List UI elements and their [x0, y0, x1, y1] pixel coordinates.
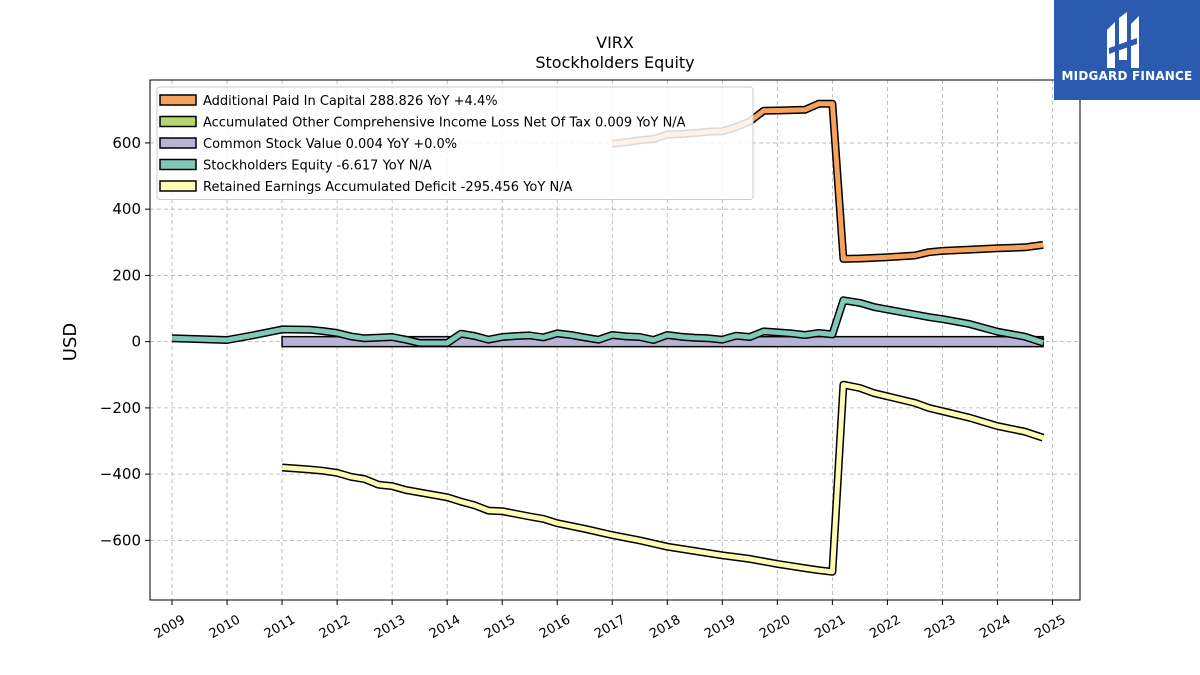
y-tick-label: −400 [100, 465, 141, 483]
x-tick-label: 2018 [647, 612, 683, 642]
brand-mark-icon [1107, 12, 1139, 68]
legend-entry: Common Stock Value 0.004 YoY +0.0% [203, 137, 457, 152]
legend-entry: Stockholders Equity -6.617 YoY N/A [203, 159, 432, 174]
x-tick-label: 2024 [977, 612, 1013, 642]
legend-swatch [159, 115, 197, 128]
x-tick-label: 2015 [482, 612, 518, 642]
legend-entry: Retained Earnings Accumulated Deficit -2… [203, 180, 573, 195]
series-4 [281, 380, 1045, 576]
brand-name: MIDGARD FINANCE [1061, 69, 1193, 83]
x-tick-label: 2022 [867, 612, 903, 642]
y-axis-label: USD [60, 323, 81, 361]
legend-swatch [159, 137, 197, 149]
x-tick-label: 2013 [372, 612, 408, 642]
legend-swatch [159, 180, 197, 192]
x-axis: 2009 2010 2011 2012 2013 2014 2015 2016 2017 2018… [152, 600, 1068, 642]
legend-box [156, 86, 754, 200]
y-tick-label: 400 [112, 200, 141, 218]
x-tick-label: 2011 [262, 612, 298, 642]
x-tick-label: 2019 [702, 612, 738, 642]
series-3-line [171, 297, 1044, 346]
legend-entry: Additional Paid In Capital 288.826 YoY +… [203, 94, 498, 109]
y-tick-label: −600 [100, 531, 141, 549]
y-tick-label: 200 [112, 266, 141, 284]
y-tick-label: −200 [100, 399, 141, 417]
x-tick-label: 2010 [207, 612, 243, 642]
series-4-line [281, 382, 1044, 575]
x-tick-label: 2016 [537, 612, 573, 642]
chart-subtitle: Stockholders Equity [535, 53, 694, 72]
x-tick-label: 2012 [317, 612, 353, 642]
legend-swatch [159, 94, 197, 106]
x-tick-label: 2020 [757, 612, 793, 642]
x-tick-label: 2014 [427, 612, 463, 642]
plot-frame [149, 79, 1081, 601]
x-tick-label: 2023 [922, 612, 958, 642]
chart-title: VIRX [596, 33, 634, 52]
series-3 [171, 296, 1045, 347]
x-tick-label: 2017 [592, 612, 628, 642]
x-tick-label: 2021 [812, 612, 848, 642]
legend: Additional Paid In Capital 288.826 YoY +… [156, 86, 754, 200]
x-tick-label: 2025 [1032, 612, 1068, 642]
series-layer [171, 99, 1045, 576]
legend-entry: Accumulated Other Comprehensive Income L… [203, 116, 686, 131]
y-axis: −600 −400 −200 0 200 400 600 [100, 134, 150, 549]
legend-swatch [159, 158, 197, 171]
brand-logo: MIDGARD FINANCE [1054, 0, 1200, 100]
x-tick-label: 2009 [152, 612, 188, 642]
y-tick-label: 600 [112, 134, 141, 152]
y-tick-label: 0 [131, 333, 141, 351]
